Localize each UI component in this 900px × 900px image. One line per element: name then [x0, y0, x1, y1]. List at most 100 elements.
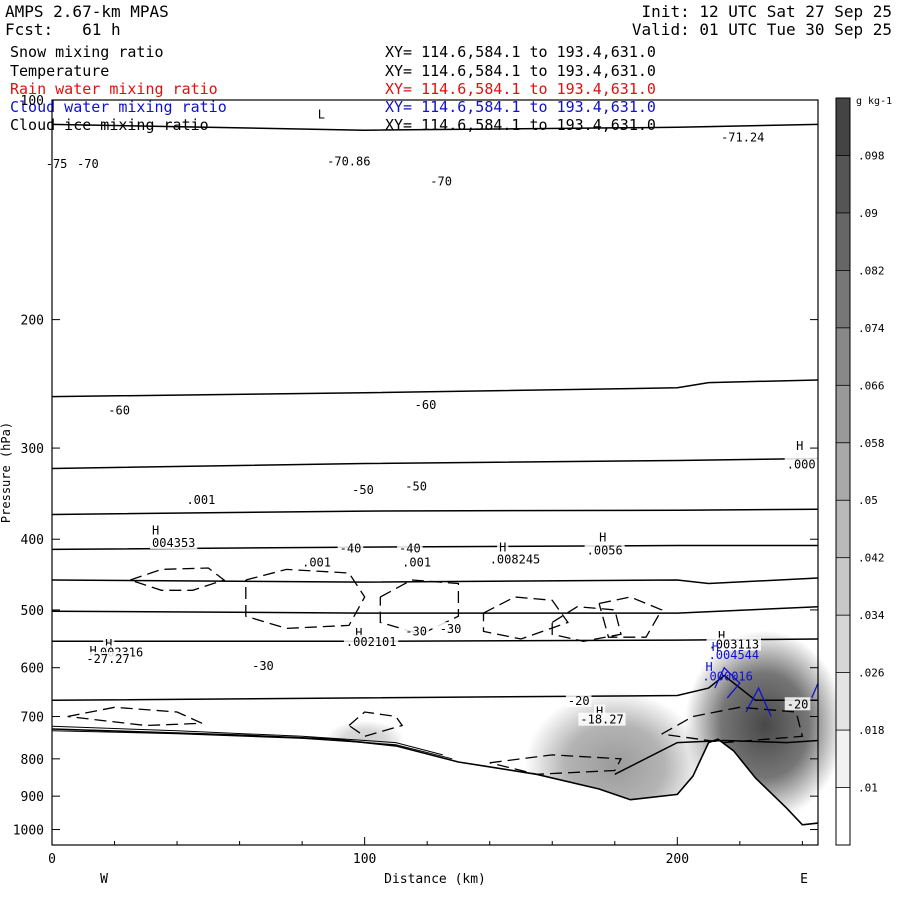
contour-label-bg-34 — [565, 694, 592, 708]
contour-label-bg-21 — [597, 530, 609, 544]
contour-label-25: H — [355, 626, 362, 640]
contour-label-bg-0 — [315, 107, 327, 121]
y-tick-label-2: 300 — [21, 442, 44, 457]
contour-label-30: -27.27 — [86, 652, 129, 666]
contour-label-36: -18.27 — [580, 713, 623, 727]
contour-label-10: -50 — [352, 483, 374, 497]
contour-label-16: 004353 — [152, 536, 195, 550]
cloud-ice-contour-2 — [379, 579, 460, 635]
contour-label-bg-29 — [87, 643, 99, 657]
contour-label-11: -50 — [405, 480, 427, 494]
contour-label-20: .008245 — [490, 553, 541, 567]
contour-label-bg-20 — [487, 552, 543, 566]
colorbar-swatch-8 — [836, 327, 850, 386]
cloud-ice-contour-3 — [482, 596, 569, 640]
colorbar-label-6: .058 — [858, 437, 885, 450]
cloud-water-label-0: H — [712, 640, 719, 654]
colorbar-swatch-5 — [836, 500, 850, 558]
contour-label-2: -71.24 — [721, 131, 764, 145]
colorbar-swatch-9 — [836, 270, 850, 328]
contour-label-32: H — [718, 629, 725, 643]
x-tick-label-0: 0 — [48, 852, 56, 867]
cloud-water-contour-2 — [811, 682, 819, 699]
cloud-water-contour-1 — [745, 686, 772, 717]
contour-label-bg-15 — [150, 523, 162, 537]
colorbar-swatch-10 — [836, 212, 850, 271]
contour-label-bg-33 — [706, 637, 761, 651]
cloud-water-contour-0 — [714, 666, 741, 699]
colorbar-label-5: .05 — [858, 494, 878, 507]
contour-label-bg-8 — [794, 439, 806, 453]
terrain-fill — [52, 729, 818, 845]
y-tick-label-1: 200 — [21, 314, 44, 329]
contour-label-bg-2 — [719, 130, 767, 144]
colorbar-label-0: .01 — [858, 782, 878, 795]
contour-label-bg-18 — [400, 555, 433, 569]
y-tick-label-5: 600 — [21, 662, 44, 677]
y-tick-label-4: 500 — [21, 604, 44, 619]
y-tick-label-9: 1000 — [13, 824, 44, 839]
terrain-line — [51, 728, 819, 826]
contour-label-bg-26 — [343, 634, 399, 648]
contour-label-26: .002101 — [346, 635, 397, 649]
contour-label-7: -60 — [415, 398, 437, 412]
colorbar-label-2: .026 — [858, 667, 885, 680]
cloud-ice-contour-6 — [67, 706, 203, 727]
contour-label-0: L — [318, 107, 325, 121]
contour-label-bg-12 — [337, 541, 364, 555]
y-tick-label-6: 700 — [21, 711, 44, 726]
contour-label-22: .0056 — [587, 544, 623, 558]
contour-label-34: -20 — [568, 694, 590, 708]
contour-label-1: -70.86 — [327, 155, 370, 169]
contour-label-bg-5 — [75, 157, 101, 171]
contour-label-3: -70 — [430, 175, 452, 189]
cloud-ice-contour-8 — [661, 706, 804, 744]
legend-xy: XY= 114.6,584.1 to 193.4,631.0 — [385, 98, 656, 116]
contour-label-bg-19 — [497, 540, 509, 554]
contour-label-35: H — [596, 705, 603, 719]
contour-label-6: -60 — [108, 404, 130, 418]
colorbar-swatch-6 — [836, 442, 850, 501]
contour-label-9: .000 — [787, 458, 816, 472]
contour-label-bg-16 — [150, 536, 198, 550]
colorbar-label-7: .066 — [858, 379, 885, 392]
contour-label-27: H — [105, 637, 112, 651]
terrain-line-2 — [51, 725, 443, 756]
colorbar-unit: g kg-1 — [856, 96, 892, 107]
temperature-contour-5 — [51, 577, 819, 585]
colorbar-swatch-12 — [836, 98, 850, 156]
y-tick-label-0: 100 — [21, 94, 44, 109]
y-tick-label-7: 800 — [21, 753, 44, 768]
contour-label-bg-3 — [428, 174, 454, 188]
legend-xy: XY= 114.6,584.1 to 193.4,631.0 — [385, 43, 656, 61]
legend-label: Snow mixing ratio — [10, 43, 164, 61]
x-tick-label-2: 200 — [666, 852, 689, 867]
colorbar-swatch-7 — [836, 385, 850, 443]
contour-label-21: H — [599, 531, 606, 545]
plot-frame — [51, 99, 819, 846]
x-end-label-west: W — [100, 872, 108, 887]
temperature-contour-7 — [52, 638, 819, 643]
cloud-ice-contour-1 — [245, 568, 366, 630]
contour-label-23: -30 — [405, 624, 427, 638]
y-axis-title: Pressure (hPa) — [0, 422, 13, 523]
legend-rain: Rain water mixing ratio XY= 114.6,584.1 … — [10, 80, 690, 98]
terrain-line-3 — [51, 730, 453, 760]
contour-label-bg-9 — [784, 457, 818, 471]
contour-label-bg-17 — [300, 555, 333, 569]
contour-label-bg-1 — [325, 154, 373, 168]
colorbar-label-10: .09 — [858, 207, 878, 220]
contour-label-31: -30 — [252, 659, 274, 673]
valid-time: Valid: 01 UTC Tue 30 Sep 25 — [631, 20, 892, 39]
contour-label-15: H — [152, 523, 159, 537]
contour-label-4: -75 — [46, 157, 68, 171]
legend-cloud-water: Cloud water mixing ratio XY= 114.6,584.1… — [10, 98, 690, 116]
contour-label-bg-30 — [84, 651, 132, 665]
contour-label-bg-32 — [715, 629, 728, 643]
cloud-water-label-3: .000016 — [702, 670, 753, 684]
colorbar-swatch-2 — [836, 672, 850, 731]
contour-label-bg-11 — [403, 479, 429, 493]
contour-label-29: H — [90, 644, 97, 658]
legend-xy: XY= 114.6,584.1 to 193.4,631.0 — [385, 62, 656, 80]
contour-label-bg-37 — [784, 697, 811, 711]
